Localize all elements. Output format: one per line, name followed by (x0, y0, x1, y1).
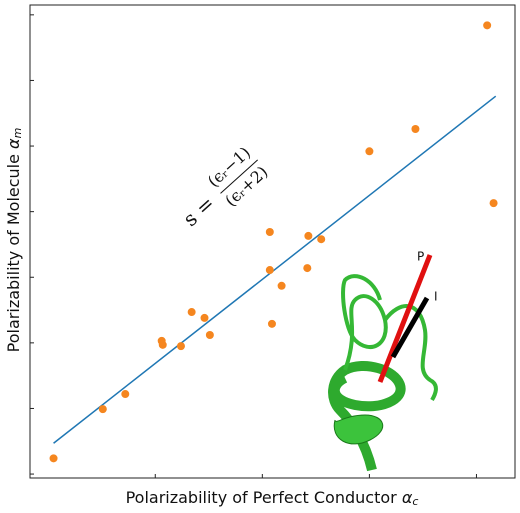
point (411, 124, 420, 133)
point (158, 340, 167, 349)
point (176, 342, 185, 351)
loop (341, 274, 388, 371)
point (98, 405, 107, 414)
plot-frame (29, 4, 516, 479)
y-axis-label-subscript: m (11, 128, 24, 139)
x-axis-label-subscript: c (412, 495, 418, 508)
y-axis-label-symbol: α (4, 138, 23, 149)
point (200, 313, 209, 322)
x-axis-label-symbol: α (402, 488, 413, 507)
point (365, 147, 374, 156)
x-axis-label: Polarizability of Perfect Conductor αc (126, 488, 419, 509)
fraction-bar (220, 159, 259, 194)
protein-inset: P I (328, 250, 438, 472)
point (121, 390, 130, 399)
point (317, 235, 326, 244)
y-axis-label: Polarizability of Molecule αm (4, 128, 25, 353)
point (267, 319, 276, 328)
point (304, 231, 313, 240)
formula-lhs: s = (178, 191, 219, 231)
inset-label: P (417, 250, 424, 264)
y-axis-label-text: Polarizability of Molecule (4, 154, 23, 352)
point (489, 199, 498, 208)
vector-p (377, 254, 433, 383)
point (49, 454, 58, 463)
point (205, 330, 214, 339)
fit-line (53, 95, 497, 444)
inset-label: I (434, 290, 438, 304)
helix (328, 361, 406, 472)
point (187, 308, 196, 317)
point (277, 281, 286, 290)
x-axis-label-text: Polarizability of Perfect Conductor (126, 488, 398, 507)
helix-turn (333, 414, 383, 445)
point (303, 264, 312, 273)
point (265, 227, 274, 236)
point (483, 21, 492, 30)
vector-i (390, 296, 430, 359)
loop (383, 304, 438, 402)
formula: s = (ϵᵣ−1) (ϵᵣ+2) (178, 143, 271, 231)
point (265, 266, 274, 275)
